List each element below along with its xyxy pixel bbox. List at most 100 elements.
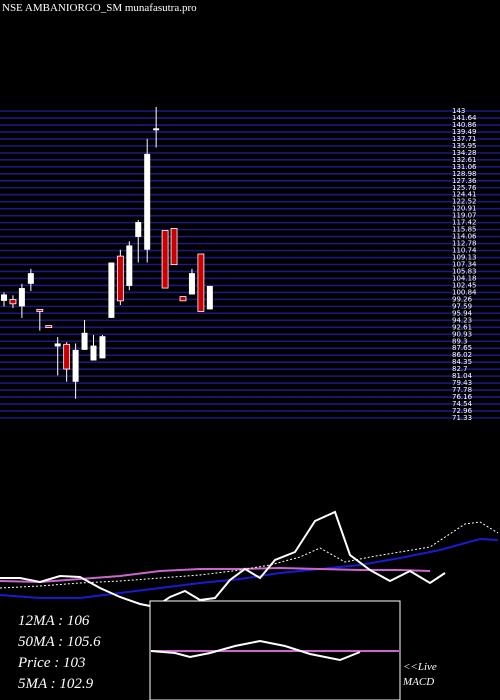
- price-level-label: 86.02: [452, 351, 472, 359]
- price-level-label: 135.95: [452, 142, 477, 150]
- candle-body: [54, 343, 61, 347]
- price-level-label: 125.76: [452, 184, 477, 192]
- price-level-label: 89.3: [452, 337, 468, 345]
- price-level-label: 119.07: [452, 212, 477, 220]
- candle: [179, 296, 187, 302]
- candle-body: [161, 230, 169, 289]
- price-level-label: 131.06: [452, 163, 477, 171]
- price-level-label: 74.54: [452, 400, 473, 408]
- ma12-value: 12MA : 106: [18, 613, 90, 629]
- candle: [206, 285, 213, 310]
- price-level-label: 124.41: [452, 191, 477, 199]
- price-level-label: 115.85: [452, 226, 477, 234]
- price-level-label: 120.91: [452, 205, 477, 213]
- candle-body: [135, 222, 142, 237]
- price-grid-lines: [0, 110, 500, 419]
- price-level-label: 140.86: [452, 121, 477, 129]
- chart-title: NSE AMBANIORGO_SM munafasutra.pro: [2, 2, 197, 14]
- candle: [36, 308, 44, 331]
- candle-body: [126, 245, 133, 286]
- candle: [170, 228, 178, 266]
- candle-body: [99, 336, 106, 359]
- ma-white-dotted-line: [0, 521, 499, 589]
- candle-body: [206, 285, 213, 310]
- candle-body: [27, 273, 34, 284]
- candle-body: [63, 343, 71, 370]
- candle-body: [144, 153, 151, 250]
- price-level-label: 87.65: [452, 344, 472, 352]
- ma-white-line: [0, 510, 446, 609]
- price-level-label: 79.43: [452, 379, 472, 387]
- candle: [81, 320, 88, 350]
- price-level-label: 128.98: [452, 170, 477, 178]
- live-text: <<Live: [403, 661, 437, 673]
- price-level-label: 82.7: [452, 365, 468, 373]
- candle-body: [72, 349, 79, 382]
- candle-body: [179, 296, 187, 302]
- price-level-label: 105.83: [452, 267, 477, 275]
- candle: [108, 262, 115, 318]
- candle-body: [1, 294, 7, 301]
- price-level-label: 100.84: [452, 288, 477, 296]
- candle: [27, 268, 34, 292]
- price-level-label: 92.61: [452, 323, 472, 331]
- price-level-label: 110.74: [452, 247, 477, 255]
- candle-body: [116, 255, 124, 302]
- ma-pink-line: [0, 566, 431, 584]
- price-axis-labels: 143141.64140.86139.49137.71135.95134.281…: [452, 107, 477, 422]
- candle: [90, 334, 97, 361]
- price-level-label: 137.71: [452, 135, 477, 143]
- candle: [72, 343, 79, 399]
- macd-line: [150, 639, 361, 662]
- candle-body: [170, 228, 178, 266]
- price-level-label: 102.45: [452, 281, 477, 289]
- price-level-label: 143: [452, 107, 465, 115]
- price-level-label: 81.04: [452, 372, 473, 380]
- price-level-label: 72.96: [452, 407, 473, 415]
- price-value: Price : 103: [18, 655, 86, 671]
- candle-body: [108, 262, 115, 318]
- candle: [116, 249, 124, 306]
- candle: [63, 342, 71, 382]
- price-level-label: 104.18: [452, 274, 477, 282]
- indicator-panel: [0, 510, 499, 609]
- candle: [135, 219, 142, 263]
- candle: [153, 107, 160, 148]
- price-level-label: 132.61: [452, 156, 477, 164]
- price-level-label: 122.52: [452, 198, 477, 206]
- price-level-label: 94.23: [452, 316, 472, 324]
- ma5-value: 5MA : 102.9: [18, 676, 94, 692]
- candle: [161, 230, 169, 289]
- price-level-label: 139.49: [452, 128, 477, 136]
- price-level-label: 134.28: [452, 149, 477, 157]
- price-level-label: 77.78: [452, 386, 472, 394]
- macd-panel: [149, 600, 401, 700]
- candle: [126, 241, 133, 291]
- macd-text: MACD: [403, 676, 435, 688]
- candle: [197, 253, 205, 312]
- price-level-label: 99.26: [452, 295, 473, 303]
- price-level-label: 71.33: [452, 414, 472, 422]
- candle: [54, 337, 61, 376]
- candle-body: [45, 325, 53, 328]
- candle-body: [188, 273, 195, 295]
- candle: [18, 283, 25, 318]
- candle-body: [90, 345, 97, 361]
- candle-body: [81, 332, 88, 350]
- candle-body: [36, 308, 44, 312]
- price-level-label: 90.93: [452, 330, 472, 338]
- price-level-label: 117.42: [452, 219, 477, 227]
- candle: [99, 334, 106, 359]
- price-level-label: 141.64: [452, 114, 477, 122]
- price-level-label: 76.16: [452, 393, 473, 401]
- stats-box: 12MA : 106 50MA : 105.6 Price : 103 5MA …: [18, 611, 101, 695]
- price-level-label: 114.06: [452, 233, 477, 241]
- candle: [45, 325, 53, 328]
- candle: [144, 138, 151, 263]
- ma-blue-line: [0, 537, 499, 599]
- candle-body: [153, 128, 160, 131]
- candle: [9, 295, 17, 309]
- price-level-label: 97.59: [452, 302, 472, 310]
- ma50-value: 50MA : 105.6: [18, 634, 101, 650]
